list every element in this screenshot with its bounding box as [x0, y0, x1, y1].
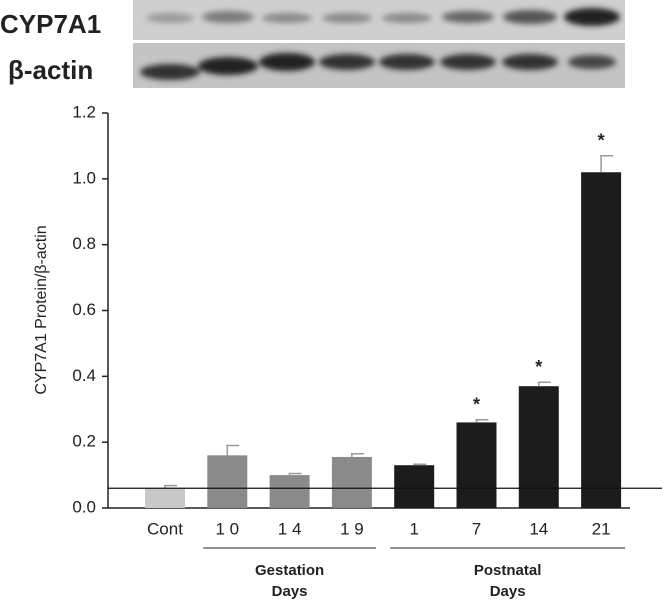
error-bar: [413, 463, 427, 466]
error-bar: [475, 419, 489, 423]
x-tick-label: 7: [472, 519, 481, 538]
bar: [207, 455, 248, 508]
bar: [331, 456, 372, 508]
y-tick-label: 0.4: [72, 366, 96, 385]
error-bar: [600, 155, 614, 173]
y-tick-label: 0.0: [72, 497, 96, 516]
group-label: Postnatal: [474, 562, 542, 579]
significance-mark: *: [473, 395, 480, 415]
blot-bands: [140, 8, 620, 80]
y-tick-label: 1.2: [72, 102, 96, 121]
bar: [269, 475, 310, 508]
x-tick-label: 1 4: [278, 519, 302, 538]
y-tick-label: 1.0: [72, 168, 96, 187]
error-bar: [226, 444, 240, 456]
error-bar: [288, 472, 302, 476]
bar: [145, 488, 185, 508]
x-tick-label: 1 0: [215, 519, 239, 538]
blot-label: CYP7A1: [0, 9, 101, 39]
x-tick-label: 1 9: [340, 519, 364, 538]
significance-mark: *: [598, 131, 605, 151]
bar: [456, 422, 497, 508]
western-blot: CYP7A1 β-actin: [0, 0, 625, 88]
significance-mark: *: [535, 357, 542, 377]
y-tick-label: 0.8: [72, 234, 96, 253]
bar: [581, 172, 622, 508]
y-tick-label: 0.6: [72, 300, 96, 319]
group-label: Days: [490, 583, 526, 600]
group-label: Gestation: [255, 562, 324, 579]
x-tick-label: 21: [592, 519, 611, 538]
y-axis-label: CYP7A1 Protein/β-actin: [33, 225, 50, 394]
y-tick-label: 0.2: [72, 432, 96, 451]
error-bar: [537, 381, 551, 387]
bar: [518, 386, 559, 508]
x-tick-label: 1: [409, 519, 418, 538]
x-tick-label: 14: [529, 519, 548, 538]
blot-label: β-actin: [8, 55, 93, 85]
x-tick-label: Cont: [147, 519, 183, 538]
error-bar: [350, 452, 364, 457]
bar: [394, 465, 435, 508]
group-label: Days: [272, 583, 308, 600]
